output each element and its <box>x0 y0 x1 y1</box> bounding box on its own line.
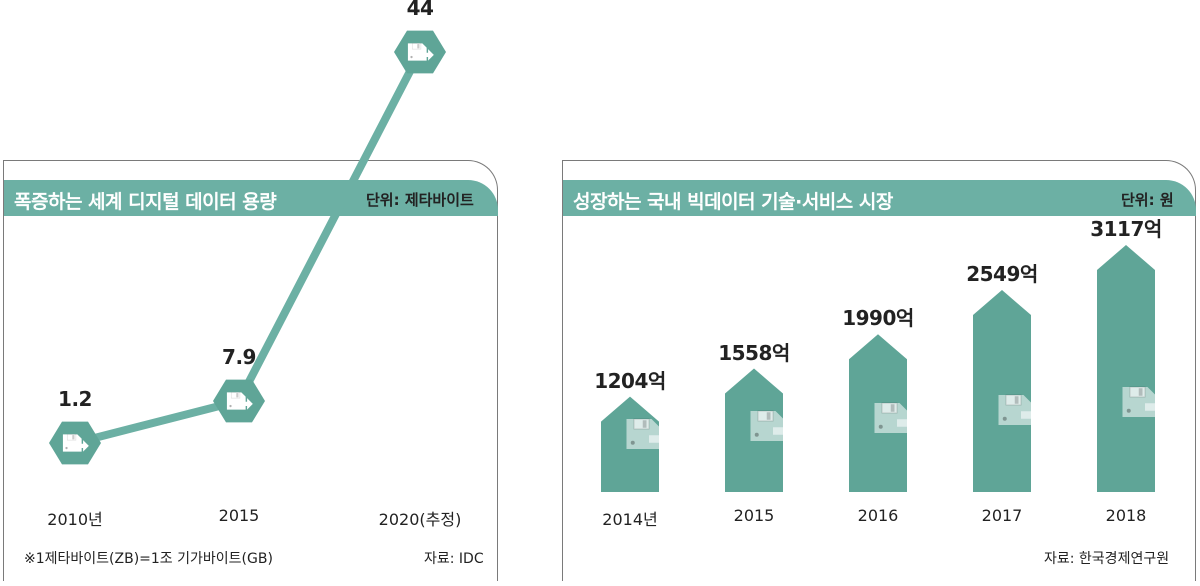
bar-value-label: 1204억 <box>594 368 666 393</box>
bar <box>1097 245 1155 492</box>
floppy-disk-export-icon <box>998 394 1044 425</box>
bar <box>973 290 1031 492</box>
floppy-disk-export-icon <box>750 410 796 441</box>
left-chart-title: 폭증하는 세계 디지털 데이터 용량 <box>14 191 277 213</box>
data-value-label: 7.9 <box>222 345 256 369</box>
x-tick-label: 2020(추정) <box>378 510 462 529</box>
x-tick-label: 2015 <box>218 506 260 525</box>
bar-value-label: 1990억 <box>842 306 914 331</box>
x-tick-label: 2016 <box>857 506 899 525</box>
right-chart-source: 자료: 한국경제연구원 <box>1044 551 1170 567</box>
bar-value-label: 2549억 <box>966 262 1038 286</box>
left-chart-source: 자료: IDC <box>424 551 484 567</box>
right-chart-frame <box>562 160 1196 581</box>
bar-value-label: 3117억 <box>1090 217 1162 241</box>
data-value-label: 1.2 <box>58 387 92 411</box>
floppy-disk-export-icon <box>626 418 672 449</box>
left-chart-header: 폭증하는 세계 디지털 데이터 용량 단위: 제타바이트 <box>4 180 498 216</box>
left-chart-unit: 단위: 제타바이트 <box>366 191 474 209</box>
x-tick-label: 2010년 <box>47 510 103 529</box>
bar-value-label: 1558억 <box>718 340 790 365</box>
floppy-disk-export-icon <box>226 392 253 410</box>
left-chart-note: ※1제타바이트(ZB)=1조 기가바이트(GB) <box>24 551 273 567</box>
left-chart-panel: 폭증하는 세계 디지털 데이터 용량 단위: 제타바이트 ※1제타바이트(ZB)… <box>0 0 500 586</box>
x-tick-label: 2014년 <box>602 510 658 529</box>
floppy-disk-export-icon <box>62 434 89 452</box>
right-chart-unit: 단위: 원 <box>1121 191 1174 209</box>
floppy-disk-export-icon <box>874 402 920 433</box>
floppy-disk-export-icon <box>407 43 434 61</box>
left-line-chart <box>49 30 446 465</box>
x-tick-label: 2015 <box>733 506 775 525</box>
left-chart-frame <box>3 160 498 581</box>
x-tick-label: 2017 <box>981 506 1023 525</box>
right-chart-title: 성장하는 국내 빅데이터 기술·서비스 시장 <box>573 191 893 213</box>
right-chart-header: 성장하는 국내 빅데이터 기술·서비스 시장 단위: 원 <box>563 180 1196 216</box>
floppy-disk-export-icon <box>1122 386 1168 417</box>
data-value-label: 44 <box>406 0 434 20</box>
x-tick-label: 2018 <box>1105 506 1147 525</box>
